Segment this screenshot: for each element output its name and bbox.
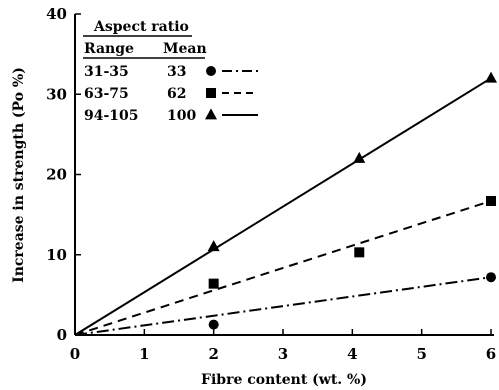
data-point-62	[208, 278, 219, 289]
data-point-33	[486, 272, 496, 283]
legend-range-33: 31-35	[84, 64, 129, 80]
x-tick-label: 4	[347, 345, 357, 363]
x-tick-label: 3	[278, 345, 288, 363]
data-markers	[207, 71, 497, 330]
data-point-100	[485, 71, 497, 83]
x-tick-label: 5	[416, 345, 426, 363]
x-ticks: 0 1 2 3 4 5 6	[70, 329, 496, 363]
x-axis-title: Fibre content (wt. %)	[201, 372, 367, 388]
legend-marker-100	[205, 108, 217, 120]
y-ticks: 0 10 20 30 40	[46, 5, 81, 344]
data-point-33	[208, 319, 219, 330]
y-tick-label: 10	[46, 246, 67, 264]
data-point-62	[486, 195, 496, 206]
x-tick-label: 0	[70, 345, 80, 363]
legend-mean-62: 62	[167, 86, 186, 102]
y-tick-label: 0	[57, 326, 67, 344]
fit-line-62	[74, 200, 492, 336]
data-point-62	[354, 247, 365, 258]
x-tick-label: 1	[139, 345, 149, 363]
legend-range-62: 63-75	[84, 86, 129, 102]
y-tick-label: 40	[46, 5, 67, 23]
fit-line-33	[74, 276, 492, 336]
legend-mean-100: 100	[167, 108, 196, 124]
y-tick-label: 30	[46, 85, 67, 103]
legend-marker-62	[206, 88, 216, 98]
x-tick-label: 2	[208, 345, 218, 363]
legend-header-range: Range	[84, 41, 134, 57]
data-point-100	[207, 240, 220, 252]
legend-mean-33: 33	[167, 64, 186, 80]
y-axis-title: Increase in strength (Po %)	[11, 67, 27, 283]
x-tick-label: 6	[486, 345, 496, 363]
axes: 0 1 2 3 4 5 6 0 10 20 30 40	[46, 5, 496, 363]
legend-marker-33	[206, 66, 216, 76]
legend-title: Aspect ratio	[93, 19, 189, 35]
data-point-100	[353, 151, 366, 163]
fit-line-100	[74, 77, 492, 336]
fit-lines	[74, 77, 492, 336]
legend-range-100: 94-105	[84, 108, 139, 124]
y-tick-label: 20	[46, 166, 67, 184]
legend: Aspect ratio Range Mean 31-35 33 63-75 62 94…	[83, 19, 258, 124]
legend-header-mean: Mean	[163, 41, 207, 57]
legend-rows: 31-35 33 63-75 62 94-105 100	[84, 64, 258, 124]
